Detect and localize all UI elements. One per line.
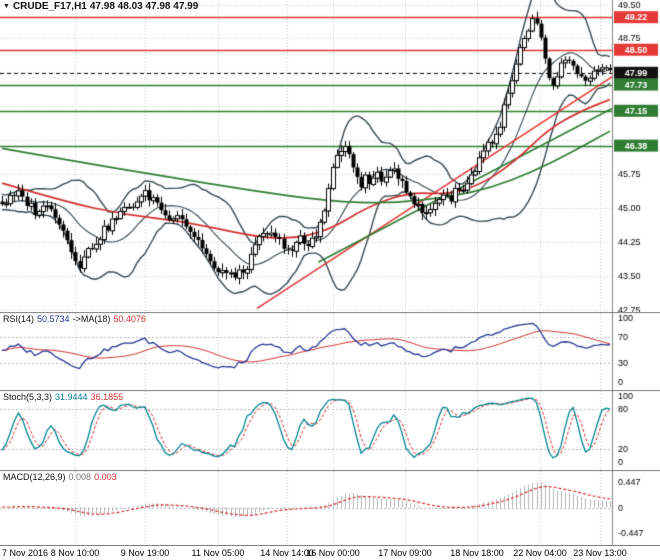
rsi-header: RSI(14) 50.5734 ->MA(18) 50.4076 <box>3 314 149 324</box>
price-panel: ▼ CRUDE_F17,H1 47.98 48.03 47.98 47.99 <box>0 0 660 312</box>
rsi-ma-value: 50.4076 <box>113 314 146 324</box>
stochastic-panel: Stoch(5,3,3) 31.9444 36.1855 <box>0 390 660 470</box>
x-axis-label: 14 Nov 14:00 <box>260 548 314 558</box>
rsi-value: 50.5734 <box>37 314 70 324</box>
macd-header: MACD(12,26,9) 0.008 0.003 <box>3 472 120 482</box>
x-axis-label: 17 Nov 09:00 <box>378 548 432 558</box>
macd-signal-value: 0.003 <box>94 472 117 482</box>
x-axis-label: 22 Nov 04:00 <box>513 548 567 558</box>
rsi-name: RSI(14) <box>3 314 35 324</box>
stochastic-header: Stoch(5,3,3) 31.9444 36.1855 <box>3 392 126 402</box>
ohlc-values: 47.98 48.03 47.98 47.99 <box>89 1 199 12</box>
rsi-ma-name: ->MA(18) <box>72 314 111 324</box>
stoch-name: Stoch(5,3,3) <box>3 392 53 402</box>
chart-title: ▼ CRUDE_F17,H1 47.98 48.03 47.98 47.99 <box>3 1 201 12</box>
x-axis-label: 7 Nov 2016 <box>2 548 49 558</box>
macd-canvas[interactable] <box>0 470 660 545</box>
rsi-panel: RSI(14) 50.5734 ->MA(18) 50.4076 <box>0 312 660 390</box>
chart-dropdown-icon[interactable]: ▼ <box>3 3 10 10</box>
x-axis-label: 9 Nov 19:00 <box>120 548 170 558</box>
x-axis-label: 16 Nov 00:00 <box>306 548 360 558</box>
x-axis-label: 23 Nov 13:00 <box>573 548 627 558</box>
time-axis: 7 Nov 2016 8 Nov 10:00 9 Nov 19:00 11 Nov 0… <box>0 545 660 560</box>
x-axis-label: 18 Nov 18:00 <box>450 548 504 558</box>
macd-panel: MACD(12,26,9) 0.008 0.003 <box>0 470 660 545</box>
stoch-signal-value: 36.1855 <box>90 392 124 402</box>
symbol-label: CRUDE_F17,H1 <box>12 1 87 12</box>
macd-name: MACD(12,26,9) <box>3 472 66 482</box>
rsi-canvas[interactable] <box>0 312 660 390</box>
stoch-value: 31.9444 <box>55 392 88 402</box>
price-chart-canvas[interactable] <box>0 0 660 312</box>
x-axis-label: 11 Nov 05:00 <box>191 548 245 558</box>
macd-value: 0.008 <box>68 472 92 482</box>
stochastic-canvas[interactable] <box>0 390 660 470</box>
x-axis-label: 8 Nov 10:00 <box>50 548 100 558</box>
